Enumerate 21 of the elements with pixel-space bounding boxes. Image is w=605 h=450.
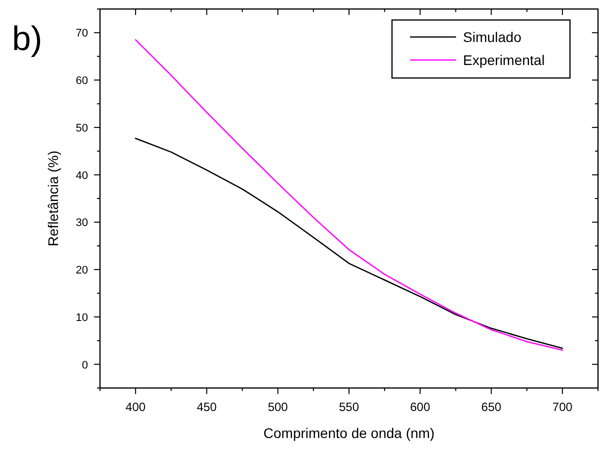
- y-tick-label: 20: [76, 264, 88, 277]
- y-tick-label: 30: [76, 217, 88, 230]
- y-tick-label: 60: [76, 75, 88, 88]
- x-tick-label: 650: [481, 400, 502, 414]
- y-tick-label: 70: [76, 28, 88, 40]
- legend-label: Simulado: [463, 29, 522, 45]
- x-tick-label: 400: [126, 400, 146, 414]
- x-tick-label: 500: [268, 400, 288, 414]
- x-tick-label: 700: [552, 400, 573, 414]
- text: b): [12, 20, 42, 58]
- x-tick-label: 600: [410, 400, 430, 414]
- line-series: [134, 138, 564, 349]
- legend-label: Experimental: [463, 52, 545, 68]
- y-tick-label: 10: [76, 312, 88, 324]
- x-tick-label: 450: [196, 400, 218, 414]
- y-tick-label: 50: [76, 122, 88, 134]
- y-tick-label: 0: [82, 359, 88, 372]
- y-tick-label: 40: [76, 170, 88, 182]
- x-tick-label: 550: [338, 400, 360, 414]
- x-axis-title: Comprimento de onda (nm): [263, 425, 435, 441]
- y-axis-title: Refletância (%): [45, 150, 61, 246]
